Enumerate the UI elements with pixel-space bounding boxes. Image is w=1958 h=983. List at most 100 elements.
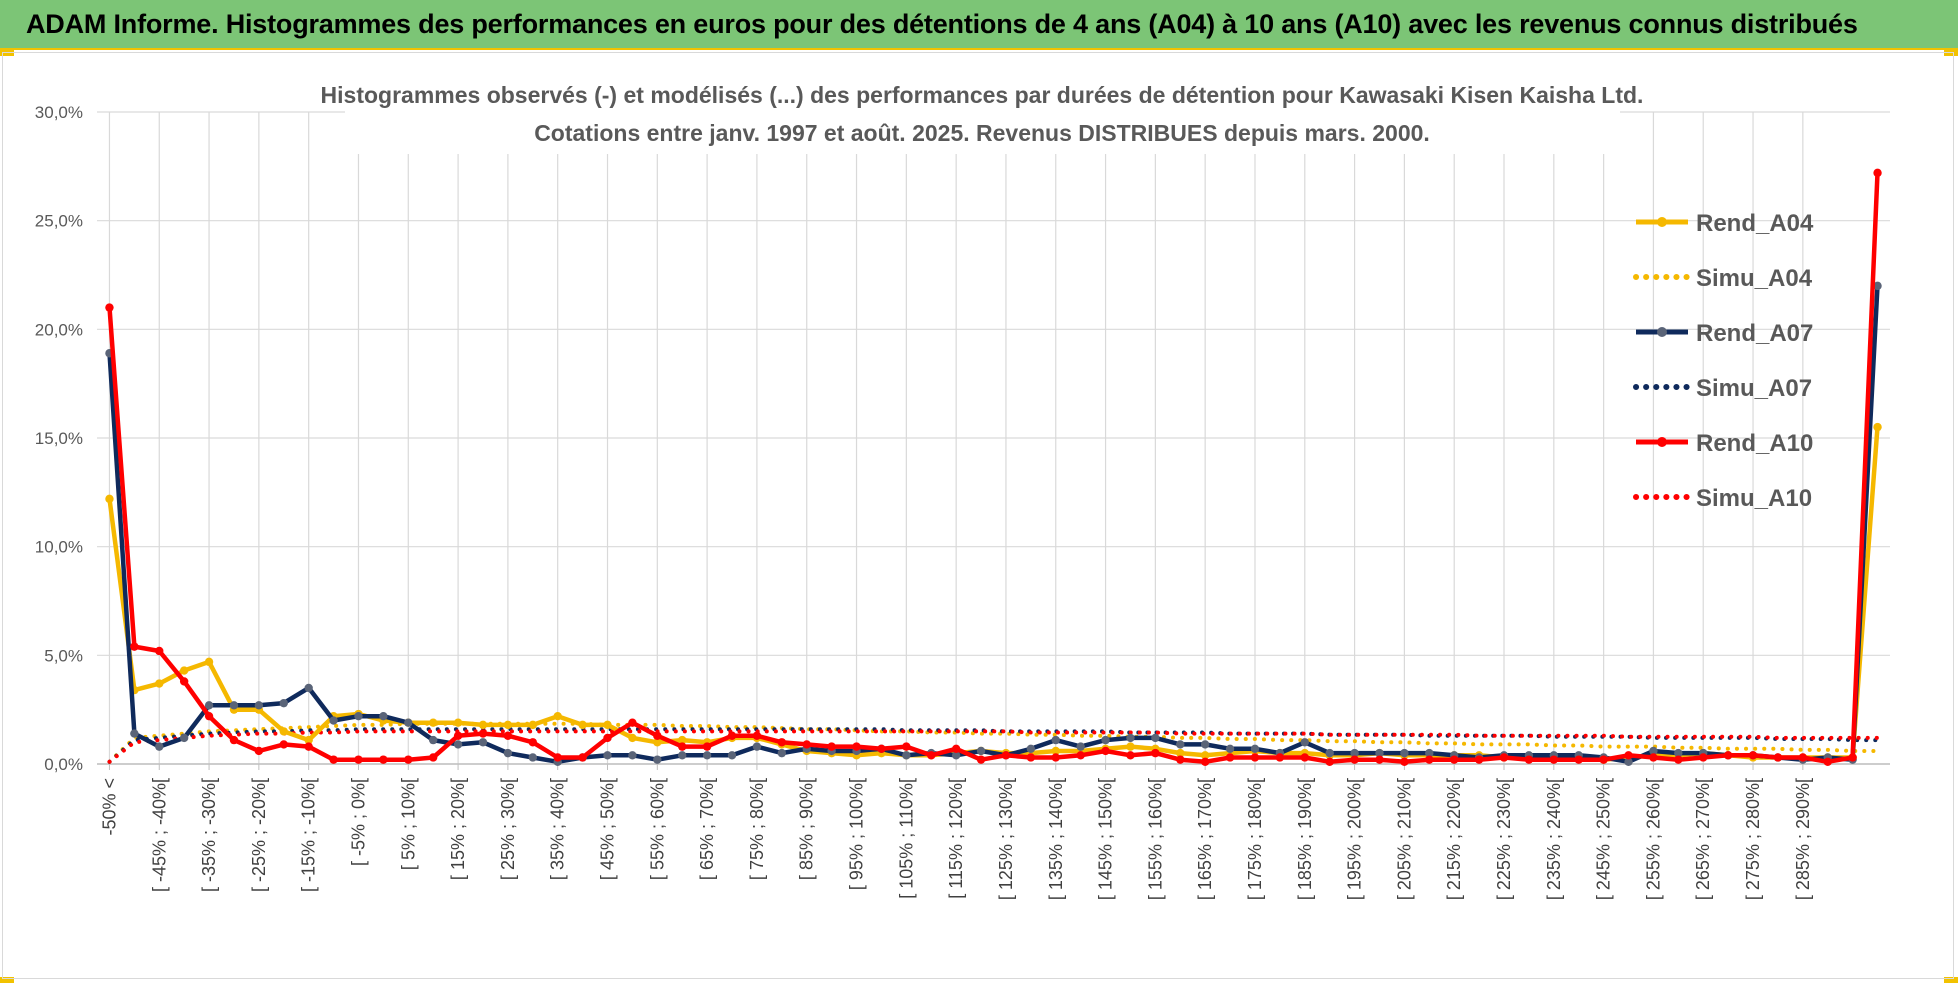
data-point-rend-a07: [204, 701, 214, 710]
x-tick-label: [ 35% ; 40%[: [548, 778, 568, 880]
data-point-rend-a07: [678, 751, 687, 760]
data-point-rend-a07: [1674, 748, 1683, 758]
data-point-rend-a10: [105, 303, 114, 312]
data-point-rend-a10: [204, 711, 214, 721]
data-point-rend-a10: [404, 755, 413, 764]
data-point-rend-a10: [1474, 755, 1484, 764]
chart-frame: [2, 52, 1954, 979]
series-line-rend-a10: [107, 172, 1880, 765]
data-point-rend-a07: [1649, 746, 1658, 756]
series-line-rend-a07: [107, 285, 1880, 765]
legend-label-simu-a10: Simu_A10: [1696, 485, 1812, 512]
x-tick-label: [ -25% ; -20%[: [249, 778, 269, 892]
x-tick-label: [ -5% ; 0%[: [348, 778, 368, 866]
data-point-rend-a07: [752, 742, 762, 751]
legend-label-rend-a04: Rend_A04: [1696, 210, 1814, 237]
data-point-rend-a04: [678, 735, 687, 745]
data-point-rend-a10: [1001, 751, 1011, 760]
x-tick-label: [ 45% ; 50%[: [598, 778, 618, 880]
data-point-rend-a07: [1350, 748, 1359, 758]
data-point-rend-a07: [1873, 281, 1882, 291]
data-point-rend-a04: [179, 666, 189, 675]
data-point-rend-a07: [329, 716, 338, 725]
data-point-rend-a07: [628, 751, 637, 760]
data-point-rend-a07: [976, 746, 986, 756]
data-point-rend-a10: [528, 738, 537, 747]
data-point-rend-a04: [155, 679, 164, 688]
data-point-rend-a10: [329, 755, 338, 764]
data-point-rend-a10: [628, 718, 637, 727]
data-point-rend-a10: [951, 744, 961, 753]
legend-label-simu-a07: Simu_A07: [1696, 375, 1812, 402]
data-point-rend-a07: [1225, 744, 1235, 753]
data-point-rend-a07: [1200, 740, 1210, 749]
data-point-rend-a10: [1823, 757, 1832, 767]
data-point-rend-a10: [603, 733, 612, 743]
series-line-simu-a10: [107, 729, 1880, 764]
y-tick-label: 15,0%: [35, 429, 83, 448]
data-point-rend-a04: [453, 718, 463, 727]
data-point-rend-a10: [155, 646, 164, 656]
chart-title-block: Histogrammes observés (-) et modélisés (…: [321, 76, 1644, 154]
data-point-rend-a07: [478, 738, 488, 747]
x-tick-label: [ 185% ; 190%[: [1295, 778, 1315, 900]
data-point-rend-a10: [1350, 755, 1359, 764]
data-point-rend-a07: [428, 735, 438, 745]
x-tick-label: [ 165% ; 170%[: [1195, 778, 1215, 900]
data-point-rend-a07: [727, 751, 737, 760]
corner-accent: [1944, 50, 1958, 56]
x-tick-label: [ 95% ; 100%[: [847, 778, 867, 890]
data-point-rend-a10: [727, 731, 737, 740]
x-tick-label: [ 255% ; 260%[: [1643, 778, 1663, 900]
data-point-rend-a07: [1624, 757, 1633, 767]
data-point-rend-a10: [478, 729, 488, 738]
x-tick-label: [ 15% ; 20%[: [448, 778, 468, 880]
legend-marker-rend-a07: [1657, 327, 1667, 337]
title-background: [345, 76, 1620, 154]
series-line-rend-a04: [107, 426, 1880, 762]
corner-accent: [0, 977, 14, 983]
x-tick-label: [ 25% ; 30%[: [498, 778, 518, 880]
data-point-rend-a10: [877, 744, 886, 753]
y-tick-label: 5,0%: [44, 646, 83, 665]
data-point-rend-a04: [105, 494, 114, 504]
data-point-rend-a07: [1051, 735, 1060, 745]
chart-title-line-1: Histogrammes observés (-) et modélisés (…: [321, 82, 1644, 108]
y-tick-label: 25,0%: [35, 212, 83, 231]
data-point-rend-a10: [1699, 753, 1708, 762]
data-point-rend-a10: [1549, 755, 1559, 764]
data-point-rend-a10: [1200, 757, 1210, 767]
y-tick-label: 0,0%: [44, 755, 83, 774]
data-point-rend-a04: [304, 735, 313, 745]
data-point-rend-a04: [1051, 746, 1060, 756]
data-point-rend-a10: [1275, 753, 1285, 762]
data-point-rend-a07: [155, 742, 164, 751]
data-point-rend-a04: [1200, 751, 1210, 760]
data-point-rend-a07: [279, 698, 288, 708]
data-point-rend-a07: [1400, 748, 1409, 758]
data-point-rend-a10: [777, 738, 787, 747]
data-point-rend-a04: [578, 720, 587, 730]
data-point-rend-a10: [1524, 755, 1534, 764]
data-point-rend-a07: [902, 751, 911, 760]
corner-accent: [0, 50, 14, 56]
x-tick-label: [ 85% ; 90%[: [797, 778, 817, 880]
data-point-rend-a10: [1773, 753, 1783, 762]
data-point-rend-a10: [1624, 751, 1633, 760]
data-point-rend-a10: [1300, 753, 1309, 762]
data-point-rend-a10: [254, 746, 264, 756]
data-point-rend-a10: [1748, 751, 1758, 760]
data-point-rend-a10: [1574, 755, 1583, 764]
data-point-rend-a10: [428, 753, 438, 762]
data-point-rend-a10: [1425, 755, 1434, 764]
data-point-rend-a10: [1375, 755, 1384, 764]
data-point-rend-a07: [1250, 744, 1260, 753]
data-point-rend-a10: [1225, 753, 1235, 762]
data-point-rend-a10: [1051, 753, 1060, 762]
y-tick-label: 30,0%: [35, 103, 83, 122]
legend-marker-rend-a10: [1657, 437, 1667, 447]
x-tick-label: [ 195% ; 200%[: [1345, 778, 1365, 900]
data-point-rend-a04: [503, 720, 513, 730]
y-tick-label: 10,0%: [35, 538, 83, 557]
